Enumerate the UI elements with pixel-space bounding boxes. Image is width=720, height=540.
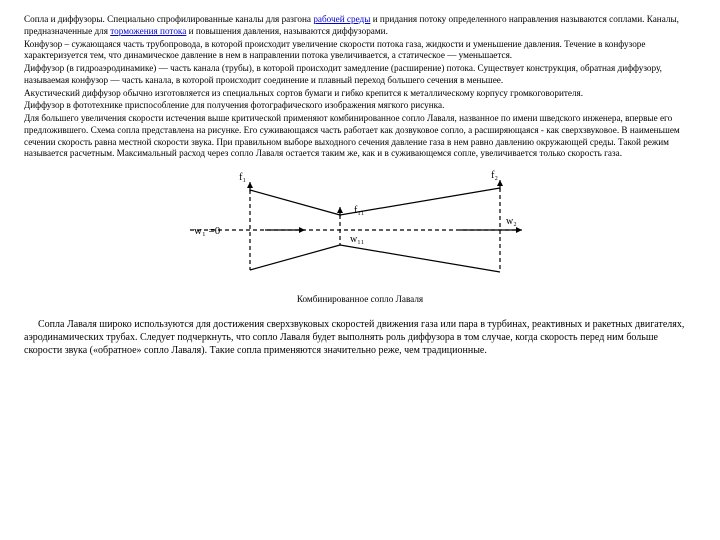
svg-text:f₁: f₁	[239, 172, 246, 183]
svg-text:f₂: f₂	[491, 170, 498, 181]
paragraph-6: Для большего увеличения скорости истечен…	[24, 113, 696, 160]
svg-text:w₁₁: w₁₁	[350, 234, 364, 245]
link-rabochey-sredy[interactable]: рабочей среды	[313, 14, 370, 24]
paragraph-3: Диффузор (в гидроаэродинамике) — часть к…	[24, 63, 696, 87]
svg-text:f₁₁: f₁₁	[354, 205, 364, 216]
link-tormozheniya[interactable]: торможения потока	[110, 26, 186, 36]
laval-nozzle-diagram: f₁ f₁₁ f₂ w₁ =0 w₁₁ w₂ Комбинированное сопло …	[24, 170, 696, 304]
paragraph-after: Сопла Лаваля широко используются для дос…	[24, 318, 696, 357]
text-1c: и повышения давления, называются диффузо…	[186, 26, 388, 36]
paragraph-1: Сопла и диффузоры. Специально спрофилиро…	[24, 14, 696, 38]
text-1a: Сопла и диффузоры. Специально спрофилиро…	[24, 14, 313, 24]
svg-text:w₁ =0: w₁ =0	[194, 225, 221, 237]
nozzle-svg: f₁ f₁₁ f₂ w₁ =0 w₁₁ w₂	[180, 170, 540, 290]
paragraph-5: Диффузор в фототехнике приспособление дл…	[24, 100, 696, 112]
paragraph-2: Конфузор – сужающаяся часть трубопровода…	[24, 39, 696, 63]
svg-text:w₂: w₂	[506, 216, 517, 227]
paragraph-4: Акустический диффузор обычно изготовляет…	[24, 88, 696, 100]
diagram-caption: Комбинированное сопло Лаваля	[24, 294, 696, 304]
